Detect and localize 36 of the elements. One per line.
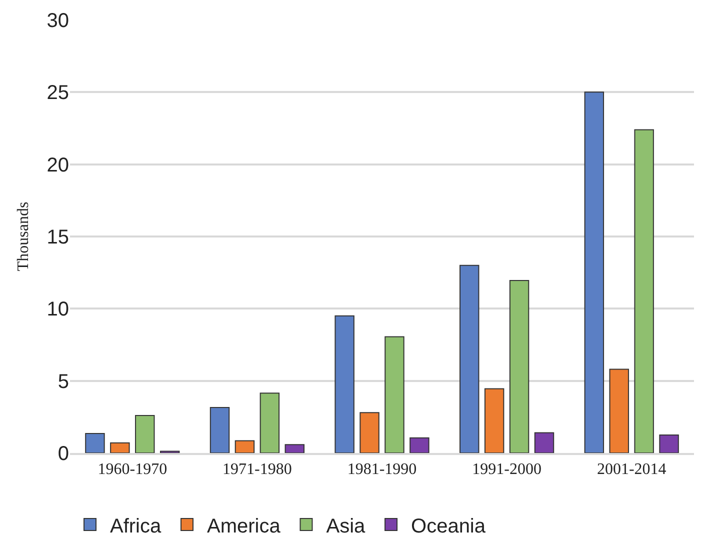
- bar: [534, 432, 554, 453]
- y-axis-title: Thousands: [15, 202, 32, 272]
- bar: [460, 264, 480, 453]
- bar: [334, 315, 354, 453]
- bar: [210, 407, 230, 453]
- legend-label: Asia: [326, 515, 366, 538]
- x-tick-label: 2001-2014: [596, 461, 666, 478]
- y-tick-label: 30: [46, 10, 69, 32]
- bar: [410, 437, 430, 453]
- x-tick-label: 1960-1970: [98, 461, 168, 478]
- bar: [260, 392, 280, 453]
- bar: [659, 434, 679, 453]
- bar: [484, 388, 504, 453]
- x-tick-label: 1971-1980: [222, 461, 292, 478]
- bar: [234, 440, 255, 453]
- y-tick-label: 15: [46, 226, 69, 248]
- bar: [584, 92, 604, 453]
- x-tick-label: 1991-2000: [472, 461, 542, 478]
- y-tick-label: 5: [58, 370, 69, 393]
- bar: [509, 280, 530, 453]
- y-tick-label: 10: [46, 298, 69, 321]
- bar: [609, 368, 629, 453]
- bar: [384, 336, 404, 453]
- bar: [135, 414, 155, 453]
- legend-label: Oceania: [411, 515, 486, 538]
- bar: [284, 444, 304, 453]
- bar: [634, 129, 654, 453]
- bar: [85, 433, 105, 453]
- y-tick-label: 20: [46, 154, 69, 176]
- y-tick-label: 25: [46, 82, 69, 104]
- bar: [110, 442, 130, 453]
- legend-label: Africa: [110, 515, 162, 538]
- x-tick-label: 1981-1990: [347, 461, 417, 478]
- y-tick-label: 0: [58, 443, 69, 465]
- bar: [360, 412, 380, 453]
- legend-label: America: [207, 515, 282, 538]
